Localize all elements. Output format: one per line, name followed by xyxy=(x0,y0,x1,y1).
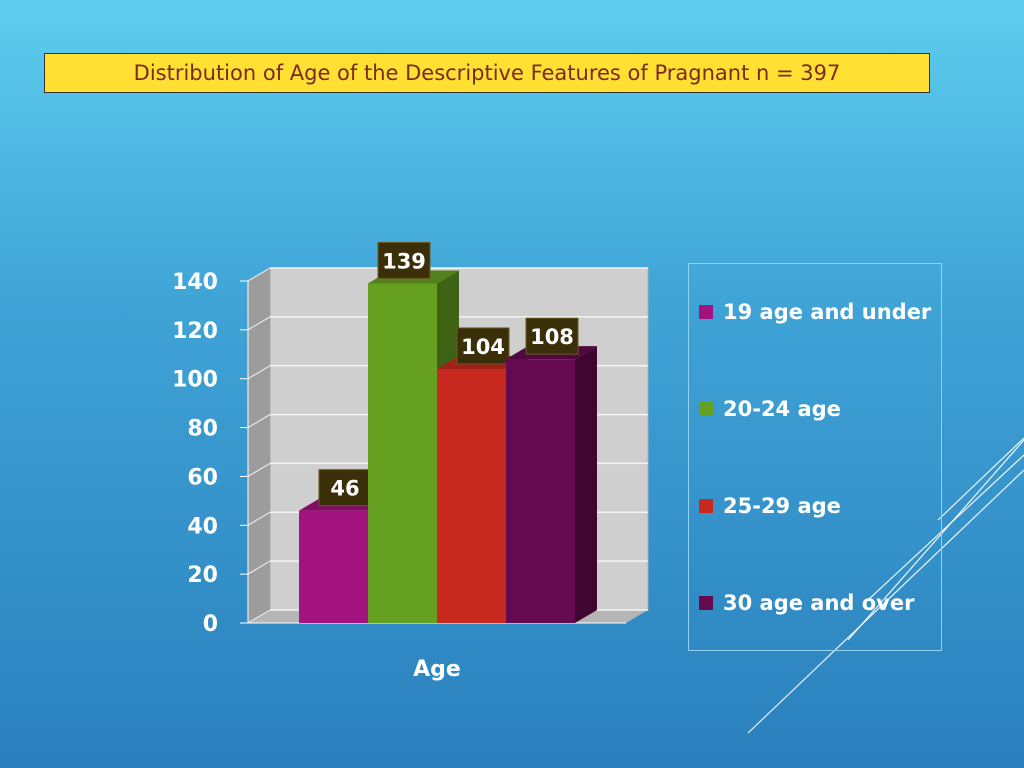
chart-title: Distribution of Age of the Descriptive F… xyxy=(44,53,930,93)
ytick-label-60: 60 xyxy=(187,465,218,490)
legend: 19 age and under 20-24 age 25-29 age 30 … xyxy=(688,263,942,651)
data-label-box-0 xyxy=(318,469,372,507)
side-gridline-40 xyxy=(247,511,271,526)
data-label-2: 104 xyxy=(461,335,505,359)
side-gridline-80 xyxy=(247,414,271,429)
side-gridline-60 xyxy=(247,462,271,477)
side-gridline-140 xyxy=(247,267,271,282)
data-label-0: 46 xyxy=(330,477,359,501)
data-label-1: 139 xyxy=(382,249,426,273)
legend-item-20-24: 20-24 age xyxy=(699,397,841,421)
ytick-label-40: 40 xyxy=(187,514,218,539)
data-label-box-2 xyxy=(456,327,510,365)
ytick-label-0: 0 xyxy=(203,612,218,637)
data-label-box-1 xyxy=(377,241,431,279)
decor-line-1 xyxy=(847,439,1024,641)
legend-item-25-29: 25-29 age xyxy=(699,494,841,518)
legend-swatch-19-under xyxy=(699,305,713,319)
ytick-label-20: 20 xyxy=(187,563,218,588)
decor-line-3 xyxy=(867,454,1024,601)
legend-label-25-29: 25-29 age xyxy=(723,494,841,518)
ytick-label-80: 80 xyxy=(187,417,218,442)
bar-1 xyxy=(368,283,437,623)
decor-line-2 xyxy=(937,437,1024,521)
legend-label-19-under: 19 age and under xyxy=(723,300,932,324)
side-wall xyxy=(248,268,270,623)
legend-swatch-30-over xyxy=(699,596,713,610)
decor-line-0 xyxy=(747,469,1024,734)
legend-swatch-25-29 xyxy=(699,499,713,513)
legend-item-19-under: 19 age and under xyxy=(699,300,931,324)
bar-2 xyxy=(437,368,506,623)
data-label-box-3 xyxy=(525,317,579,355)
ytick-label-100: 100 xyxy=(172,368,218,393)
bar-3 xyxy=(506,359,575,623)
bar-0 xyxy=(299,510,368,623)
side-gridline-100 xyxy=(247,365,271,380)
legend-label-20-24: 20-24 age xyxy=(723,397,841,421)
legend-label-30-over: 30 age and over xyxy=(723,591,915,615)
ytick-label-120: 120 xyxy=(172,319,218,344)
ytick-label-140: 140 xyxy=(172,270,218,295)
legend-swatch-20-24 xyxy=(699,402,713,416)
data-label-3: 108 xyxy=(530,325,574,349)
legend-item-30-over: 30 age and over xyxy=(699,591,914,615)
side-gridline-20 xyxy=(247,560,271,575)
side-gridline-0 xyxy=(247,609,271,624)
x-axis-label: Age xyxy=(413,657,461,682)
side-gridline-120 xyxy=(247,316,271,331)
bar-side-3 xyxy=(575,346,597,623)
